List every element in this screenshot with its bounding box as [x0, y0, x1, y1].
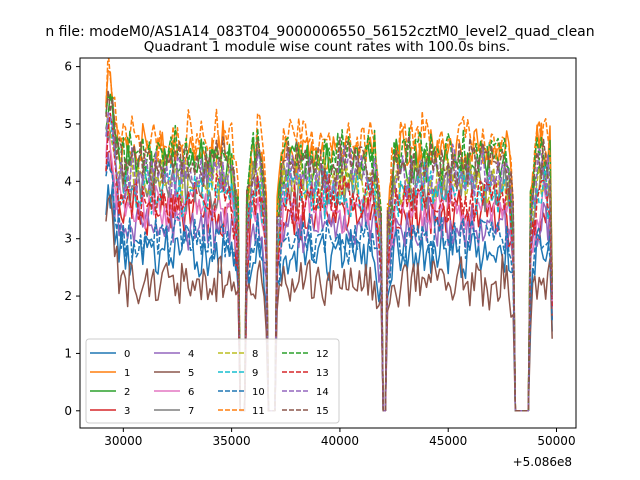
y-tick-label: 3	[64, 232, 72, 246]
series-line-5	[105, 194, 553, 412]
series-line-1	[105, 69, 553, 412]
legend-label-8: 8	[252, 349, 258, 360]
chart-title: Quadrant 1 module wise count rates with …	[144, 39, 510, 55]
y-tick-label: 2	[64, 289, 72, 303]
legend-label-1: 1	[124, 368, 130, 379]
plot-frame	[79, 57, 577, 429]
series-line-11	[105, 58, 553, 412]
legend-label-6: 6	[188, 387, 194, 398]
y-tick-label: 4	[64, 174, 72, 188]
x-tick-label: 30000	[104, 434, 142, 448]
legend-label-5: 5	[188, 368, 194, 379]
x-tick-label: 35000	[213, 434, 251, 448]
y-tick-label: 1	[64, 346, 72, 360]
legend-box	[85, 338, 340, 424]
series-line-13	[105, 112, 553, 412]
legend-label-15: 15	[316, 406, 329, 417]
x-tick-label: 40000	[321, 434, 359, 448]
series-line-9	[105, 113, 553, 412]
legend-label-3: 3	[124, 406, 130, 417]
y-tick-label: 6	[64, 60, 72, 74]
chart-suptitle: n file: modeM0/AS1A14_083T04_9000006550_…	[45, 24, 594, 40]
legend-label-9: 9	[252, 368, 258, 379]
x-offset-label: +5.086e8	[513, 455, 572, 469]
series-lines	[105, 58, 553, 412]
legend-label-4: 4	[188, 349, 194, 360]
legend-label-0: 0	[124, 349, 130, 360]
legend-label-7: 7	[188, 406, 194, 417]
series-line-15	[105, 89, 553, 412]
legend-label-2: 2	[124, 387, 130, 398]
x-axis: 30000 35000 40000 45000 50000	[104, 428, 576, 448]
series-line-10	[105, 161, 553, 412]
legend-label-13: 13	[316, 368, 329, 379]
series-line-8	[105, 112, 553, 412]
legend-label-10: 10	[252, 387, 265, 398]
x-tick-label: 50000	[537, 434, 575, 448]
legend-label-12: 12	[316, 349, 329, 360]
y-axis: 0 1 2 3 4 5 6	[64, 60, 80, 418]
x-tick-label: 45000	[429, 434, 467, 448]
y-tick-label: 5	[64, 117, 72, 131]
y-tick-label: 0	[64, 404, 72, 418]
series-line-0	[105, 183, 553, 412]
legend-label-14: 14	[316, 387, 329, 398]
legend-label-11: 11	[252, 406, 265, 417]
